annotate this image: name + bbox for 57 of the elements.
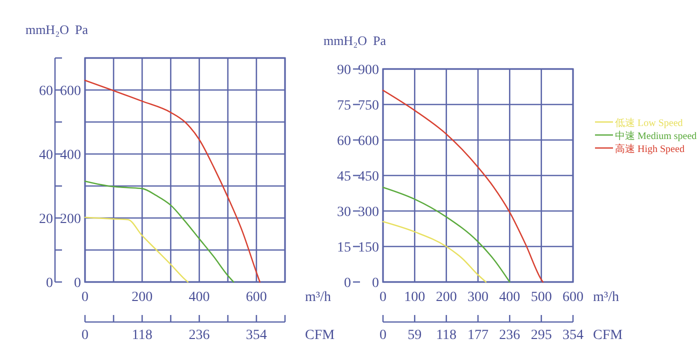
- x2-tick-label: 59: [408, 328, 422, 343]
- y2-tick-label: 75: [337, 98, 351, 114]
- x-axis-title: m³/h: [305, 290, 331, 305]
- x2-axis-title: CFM: [593, 328, 624, 343]
- y2-tick-label: 90: [337, 63, 351, 78]
- y2-tick-label: 60: [39, 84, 53, 99]
- legend-label: 高速 High Speed: [615, 143, 684, 155]
- y2-tick-label: 15: [337, 240, 351, 256]
- x-tick-label: 400: [188, 290, 210, 305]
- y-tick-label: 150: [358, 240, 379, 256]
- y2-tick-label: 60: [337, 134, 351, 149]
- y-tick-label: 0: [372, 276, 379, 291]
- y-axis-title: Pa: [75, 22, 88, 37]
- line-series: [382, 221, 487, 283]
- line-series: [84, 180, 234, 283]
- y-tick-label: 900: [358, 63, 379, 78]
- y-tick-label: 300: [358, 205, 379, 220]
- x2-tick-label: 118: [436, 328, 457, 343]
- line-series: [382, 186, 510, 283]
- y2-tick-label: 40: [39, 148, 53, 163]
- y-tick-label: 400: [60, 148, 81, 163]
- legend-label: 中速 Medium speed: [615, 130, 697, 142]
- x-tick-label: 300: [468, 290, 488, 305]
- x-tick-label: 600: [562, 290, 584, 305]
- legend-label: 低速 Low Speed: [615, 117, 683, 129]
- x-tick-label: 100: [404, 290, 426, 305]
- x-tick-label: 500: [530, 290, 552, 305]
- x-tick-label: 400: [499, 290, 520, 305]
- y-tick-label: 600: [358, 134, 379, 149]
- x2-tick-label: 177: [468, 328, 488, 343]
- x-tick-label: 600: [246, 290, 267, 305]
- y-tick-label: 200: [60, 212, 81, 227]
- y-tick-label: 0: [74, 276, 81, 291]
- line-series: [84, 80, 261, 283]
- x-tick-label: 200: [132, 290, 153, 305]
- x2-tick-label: 354: [562, 328, 584, 343]
- y2-tick-label: 20: [39, 212, 53, 227]
- y2-tick-label: 45: [337, 170, 351, 184]
- x2-tick-label: 118: [132, 328, 152, 343]
- x-axis-title: m³/h: [593, 290, 619, 305]
- x-tick-label: 200: [436, 290, 457, 305]
- y-tick-label: 600: [60, 84, 81, 99]
- x2-axis-title: CFM: [305, 328, 336, 343]
- y-tick-label: 450: [358, 170, 379, 184]
- y2-tick-label: 30: [337, 205, 351, 220]
- y2-axis-title: mmH₂O: [323, 33, 367, 48]
- x2-tick-label: 354: [246, 328, 267, 343]
- line-series: [382, 90, 544, 283]
- y2-axis-title: mmH₂O: [25, 22, 69, 37]
- y-axis-title: Pa: [373, 33, 386, 48]
- y2-tick-label: 0: [46, 276, 53, 291]
- x2-tick-label: 236: [188, 328, 210, 343]
- x2-tick-label: 236: [499, 328, 520, 343]
- y-tick-label: 750: [358, 98, 379, 114]
- line-series: [84, 216, 189, 283]
- x2-tick-label: 295: [530, 328, 552, 343]
- y2-tick-label: 0: [344, 276, 351, 291]
